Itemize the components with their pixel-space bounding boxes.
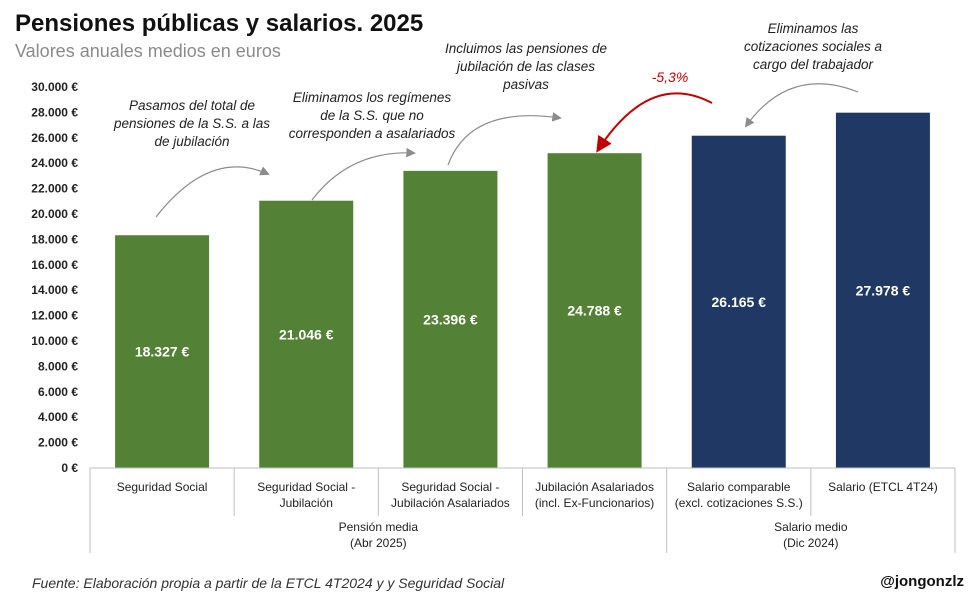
annotation-text: Eliminamos las	[768, 21, 859, 36]
y-tick-label: 4.000 €	[38, 410, 78, 424]
group-label: Salario medio	[774, 520, 848, 534]
bar-value-label: 23.396 €	[423, 311, 478, 327]
bar	[403, 170, 498, 469]
y-tick-label: 2.000 €	[38, 436, 78, 450]
group-label: Pensión media	[339, 520, 419, 534]
annotation-text: pensiones de la S.S. a las	[113, 116, 270, 131]
x-tick-label: Seguridad Social -	[257, 480, 355, 494]
y-tick-label: 12.000 €	[31, 309, 78, 323]
annotation-arrow	[447, 112, 562, 166]
annotation-text: Incluimos las pensiones de	[445, 41, 607, 56]
annotation-text: cotizaciones sociales a	[744, 39, 883, 54]
y-tick-label: 14.000 €	[31, 283, 78, 297]
annotation-arrow	[744, 83, 859, 128]
difference-label: -5,3%	[652, 69, 689, 85]
annotation-text: pasivas	[502, 77, 549, 92]
y-tick-label: 0 €	[61, 461, 78, 475]
annotation-text: de la S.S. que no	[320, 108, 424, 123]
x-tick-label: Salario (ETCL 4T24)	[828, 480, 938, 494]
annotation-text: jubilación de las clases	[455, 59, 595, 74]
annotation-text: cargo del trabajador	[753, 57, 874, 72]
y-tick-label: 10.000 €	[31, 334, 78, 348]
y-tick-label: 22.000 €	[31, 182, 78, 196]
x-tick-label: Jubilación	[280, 496, 333, 510]
bar-value-label: 26.165 €	[712, 294, 767, 310]
bar	[691, 135, 786, 468]
bar-value-label: 27.978 €	[856, 282, 911, 298]
y-tick-label: 30.000 €	[31, 80, 78, 94]
chart-subtitle: Valores anuales medios en euros	[15, 41, 281, 61]
annotation-text: Pasamos del total de	[129, 98, 255, 113]
bar	[835, 112, 930, 469]
group-label: (Abr 2025)	[350, 536, 407, 550]
author-handle: @jongonzlz	[880, 573, 964, 590]
difference-arrow	[596, 92, 713, 153]
annotation-text: corresponden a asalariados	[289, 126, 456, 141]
bar-value-label: 21.046 €	[279, 326, 334, 342]
bar	[259, 200, 354, 468]
x-tick-label: Jubilación Asalariados	[391, 496, 510, 510]
y-tick-label: 28.000 €	[31, 105, 78, 119]
x-tick-label: (excl. cotizaciones S.S.)	[675, 496, 803, 510]
y-tick-label: 6.000 €	[38, 385, 78, 399]
annotation-arrow	[311, 147, 416, 201]
source-note: Fuente: Elaboración propia a partir de l…	[32, 575, 505, 591]
bar-value-label: 18.327 €	[135, 344, 190, 360]
y-tick-label: 24.000 €	[31, 156, 78, 170]
group-label: (Dic 2024)	[783, 536, 838, 550]
chart-title: Pensiones públicas y salarios. 2025	[15, 10, 424, 37]
annotation-text: Eliminamos los regímenes	[293, 90, 452, 105]
x-tick-label: (incl. Ex-Funcionarios)	[535, 496, 654, 510]
y-tick-label: 16.000 €	[31, 258, 78, 272]
y-tick-label: 18.000 €	[31, 232, 78, 246]
y-tick-label: 20.000 €	[31, 207, 78, 221]
bar	[115, 235, 210, 468]
bar	[547, 153, 642, 469]
x-tick-label: Salario comparable	[687, 480, 791, 494]
annotation-arrow	[155, 166, 270, 218]
y-tick-label: 26.000 €	[31, 131, 78, 145]
x-tick-label: Seguridad Social -	[401, 480, 499, 494]
x-tick-label: Jubilación Asalariados	[535, 480, 654, 494]
bar-value-label: 24.788 €	[567, 303, 622, 319]
x-tick-label: Seguridad Social	[117, 480, 208, 494]
annotation-text: de jubilación	[154, 134, 229, 149]
y-tick-label: 8.000 €	[38, 359, 78, 373]
